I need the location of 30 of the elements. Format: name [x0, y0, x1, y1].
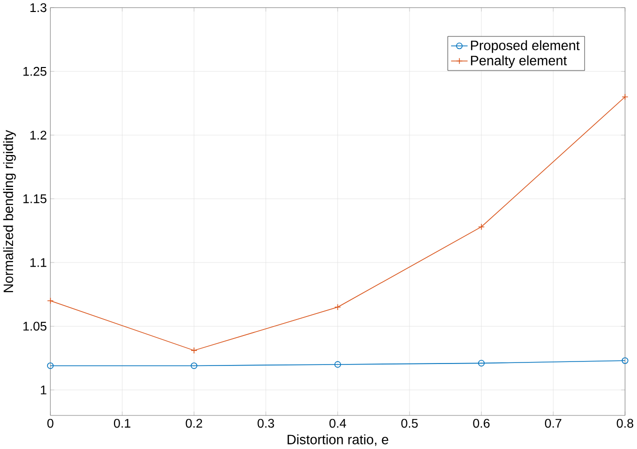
point: [190, 362, 198, 369]
x-tick-label: 0.8: [616, 418, 634, 428]
point: [478, 360, 485, 366]
point: [334, 361, 341, 368]
x-tick-label: 0.5: [401, 418, 418, 428]
y-tick-label: 1.3: [30, 3, 46, 12]
legend-label: Penalty element: [471, 55, 567, 68]
y-tick-label: 1.1: [30, 258, 46, 267]
legend-label: Proposed element: [471, 40, 580, 53]
point: [47, 297, 54, 304]
x-tick-label: 0.1: [114, 418, 130, 428]
x-axis-title: Distortion ratio, e: [288, 434, 388, 446]
point: [478, 223, 485, 230]
point: [622, 357, 628, 364]
y-tick-label: 1.2: [30, 130, 46, 140]
x-tick-label: 0.6: [473, 418, 490, 428]
x-tick-label: 0.7: [544, 418, 562, 428]
y-axis-title: Normalized bending rigidity: [3, 130, 16, 292]
y-tick-label: 1.05: [23, 322, 46, 331]
x-tick-label: 0.4: [329, 418, 346, 428]
point: [334, 304, 341, 310]
y-tick-label: 1.25: [23, 66, 46, 76]
point: [190, 347, 198, 354]
y-tick-label: 1: [40, 386, 46, 394]
x-tick-label: 0.2: [186, 418, 202, 428]
x-tick-label: 0.3: [258, 418, 274, 428]
point: [47, 362, 54, 369]
point: [622, 94, 628, 100]
y-tick-label: 1.15: [23, 194, 46, 204]
x-tick-label: 0: [47, 418, 54, 428]
